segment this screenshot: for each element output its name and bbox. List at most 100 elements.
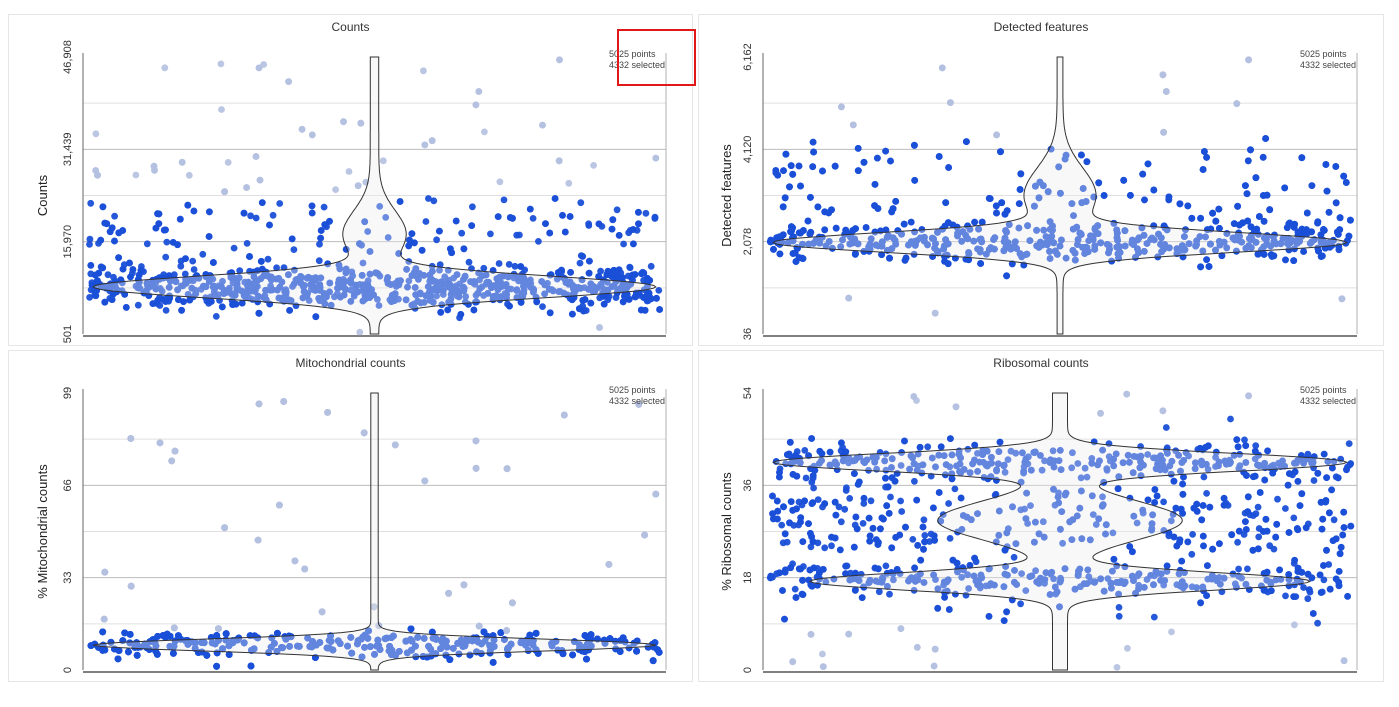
- selected-point: [990, 236, 997, 243]
- unselected-point: [168, 457, 176, 465]
- selected-point: [334, 284, 341, 292]
- selected-point: [264, 255, 272, 263]
- selected-point: [182, 255, 189, 262]
- selected-point: [1091, 242, 1099, 250]
- violin-shape: [772, 56, 1348, 335]
- selected-point: [190, 266, 198, 273]
- unselected-point: [291, 557, 299, 565]
- selected-point: [998, 199, 1006, 207]
- selected-point: [433, 292, 440, 300]
- selected-point: [137, 267, 145, 274]
- chart-title: Counts: [331, 20, 369, 34]
- selected-point: [488, 284, 495, 291]
- selected-point: [1259, 153, 1267, 161]
- selected-point: [779, 203, 787, 211]
- selected-point: [254, 292, 262, 300]
- y-tick-label: 0: [742, 667, 754, 673]
- selected-point: [489, 659, 497, 666]
- unselected-point: [127, 435, 135, 442]
- selected-point: [1260, 192, 1267, 199]
- selected-point: [436, 266, 443, 274]
- selected-point: [569, 651, 576, 659]
- selected-point: [862, 224, 870, 231]
- selected-point: [324, 260, 332, 268]
- selected-point: [258, 265, 266, 273]
- panel-ribosomal-counts[interactable]: Ribosomal counts 0 18 36 54% Ribosomal count…: [698, 350, 1384, 682]
- selected-point: [804, 217, 812, 225]
- selected-point: [647, 262, 655, 270]
- selected-point: [1127, 192, 1134, 199]
- selected-point: [457, 311, 465, 318]
- selected-point: [819, 167, 826, 175]
- selected-point: [162, 307, 170, 314]
- selected-point: [581, 296, 589, 303]
- panel-counts[interactable]: Counts 501 15,970 31,439 46,908 Counts 5025 po…: [8, 14, 693, 346]
- selected-point: [600, 300, 608, 308]
- selected-point: [781, 194, 789, 202]
- selected-point: [230, 244, 238, 252]
- unselected-point: [379, 157, 387, 165]
- selected-point: [119, 265, 127, 273]
- selected-point: [497, 629, 505, 637]
- y-axis-label: % Ribosomal counts: [719, 472, 734, 591]
- unselected-point: [421, 477, 429, 485]
- selected-point: [635, 208, 642, 216]
- selected-point: [570, 285, 577, 292]
- selected-point: [405, 242, 413, 250]
- selected-point: [359, 259, 367, 267]
- selected-point: [814, 203, 822, 211]
- selected-point: [86, 235, 94, 243]
- selected-point: [1281, 184, 1289, 192]
- selected-point: [275, 294, 283, 302]
- selected-point: [122, 304, 130, 311]
- selected-point: [460, 276, 467, 283]
- selected-point: [907, 218, 915, 226]
- selected-point: [181, 270, 189, 278]
- chart-svg[interactable]: Detected features362,0784,1206,162Detect…: [699, 15, 1383, 345]
- selected-point: [807, 194, 814, 201]
- selected-point: [831, 162, 839, 170]
- panel-detected-features[interactable]: Detected features 36 2,078 4,120 6,162 Detect…: [698, 14, 1384, 346]
- selected-point: [426, 297, 434, 304]
- selected-point: [1260, 217, 1268, 225]
- points-count-label: 5025 points: [1300, 49, 1347, 59]
- points-count-label: 5025 points: [609, 385, 656, 395]
- selected-point: [438, 301, 446, 309]
- selected-point: [430, 285, 437, 293]
- unselected-point: [260, 61, 268, 68]
- selected-point: [247, 212, 255, 220]
- selected-point: [888, 208, 896, 216]
- selected-point: [286, 307, 293, 314]
- selected-point: [934, 228, 941, 236]
- selected-point: [1182, 226, 1189, 234]
- selected-point: [630, 271, 637, 279]
- selected-point: [422, 292, 430, 300]
- unselected-point: [475, 622, 483, 630]
- selected-point: [458, 229, 466, 237]
- selected-point: [417, 290, 424, 298]
- selected-point: [140, 289, 148, 297]
- selected-point: [651, 214, 659, 222]
- selected-point: [878, 251, 885, 258]
- y-tick-label: 36: [742, 479, 754, 491]
- selected-point: [649, 657, 657, 665]
- panel-mitochondrial-counts[interactable]: Mitochondrial counts 0 33 66 99% Mitochondri…: [8, 350, 693, 682]
- selected-point: [1055, 163, 1063, 171]
- selected-point: [839, 236, 846, 244]
- selected-point: [320, 203, 328, 211]
- unselected-point: [185, 171, 193, 179]
- selected-point: [364, 228, 372, 235]
- selected-point: [954, 232, 961, 240]
- selected-point: [473, 298, 480, 306]
- selected-point: [1078, 151, 1085, 159]
- selected-point: [293, 276, 301, 283]
- selected-point: [1223, 244, 1231, 252]
- selected-point: [987, 244, 995, 252]
- unselected-point: [391, 441, 399, 449]
- selected-point: [1144, 160, 1152, 168]
- selected-point: [1003, 228, 1010, 236]
- unselected-point: [357, 119, 365, 127]
